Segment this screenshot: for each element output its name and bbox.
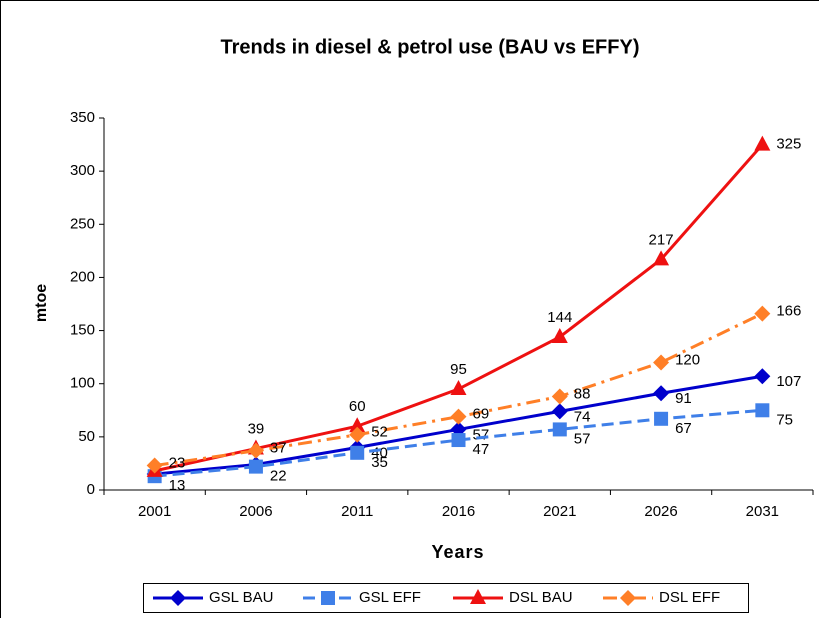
legend-marker <box>470 589 486 604</box>
y-tick-label: 150 <box>70 322 95 339</box>
data-point <box>754 368 771 385</box>
data-label: 74 <box>574 408 591 425</box>
data-label: 144 <box>547 309 572 326</box>
data-label: 57 <box>574 430 591 447</box>
data-point <box>247 442 264 459</box>
x-tick-label: 2031 <box>746 503 779 520</box>
y-tick-label: 50 <box>78 428 95 445</box>
y-tick-label: 250 <box>70 215 95 232</box>
data-point <box>349 426 366 443</box>
data-point <box>248 459 263 474</box>
data-label: 40 <box>371 444 388 461</box>
data-point <box>450 380 467 396</box>
legend-marker <box>170 590 186 606</box>
data-label: 37 <box>270 440 287 457</box>
data-label: 88 <box>574 385 591 402</box>
data-point <box>350 445 365 460</box>
legend-marker <box>321 591 335 605</box>
data-point <box>349 417 366 433</box>
data-point <box>754 305 771 322</box>
y-tick-label: 350 <box>70 109 95 126</box>
data-point <box>653 385 670 402</box>
data-point <box>552 422 567 437</box>
data-label: 39 <box>248 421 265 438</box>
data-point <box>551 388 568 405</box>
data-label: 52 <box>371 424 388 441</box>
data-label: 75 <box>776 411 793 428</box>
y-tick-label: 0 <box>87 481 95 498</box>
legend-label: GSL BAU <box>209 589 273 606</box>
x-tick-label: 2011 <box>341 503 373 520</box>
data-label: 95 <box>450 361 467 378</box>
data-label: 60 <box>349 398 366 415</box>
x-tick-label: 2026 <box>644 503 677 520</box>
y-tick-label: 200 <box>70 268 95 285</box>
y-tick-label: 300 <box>70 162 95 179</box>
data-point <box>551 403 568 420</box>
x-axis-label: Years <box>431 542 484 562</box>
x-tick-label: 2006 <box>239 503 272 520</box>
data-point <box>451 433 466 448</box>
data-point <box>653 354 670 371</box>
data-label: 67 <box>675 420 692 437</box>
data-label: 91 <box>675 390 692 407</box>
legend-label: DSL EFF <box>659 589 720 606</box>
y-tick-label: 100 <box>70 375 95 392</box>
x-tick-label: 2016 <box>442 503 475 520</box>
data-label: 69 <box>473 406 490 423</box>
legend-label: DSL BAU <box>509 589 573 606</box>
data-point <box>653 250 670 266</box>
data-label: 217 <box>649 231 674 248</box>
data-label: 13 <box>169 477 186 494</box>
data-label: 107 <box>776 373 801 390</box>
data-label: 47 <box>473 441 490 458</box>
data-label: 325 <box>776 136 801 153</box>
data-label: 23 <box>169 455 186 472</box>
data-point <box>654 411 669 426</box>
data-point <box>755 403 770 418</box>
chart-title: Trends in diesel & petrol use (BAU vs EF… <box>221 36 640 58</box>
data-point <box>450 408 467 425</box>
data-point <box>146 457 163 474</box>
data-label: 166 <box>776 303 801 320</box>
data-label: 35 <box>371 454 388 471</box>
data-label: 22 <box>270 468 287 485</box>
legend-marker <box>620 590 636 606</box>
x-tick-label: 2021 <box>543 503 576 520</box>
legend <box>143 583 749 613</box>
x-tick-label: 2001 <box>138 503 171 520</box>
legend-label: GSL EFF <box>359 589 421 606</box>
data-label: 120 <box>675 351 700 368</box>
data-point <box>754 135 771 151</box>
data-point <box>551 327 568 343</box>
y-axis-label: mtoe <box>33 284 50 322</box>
